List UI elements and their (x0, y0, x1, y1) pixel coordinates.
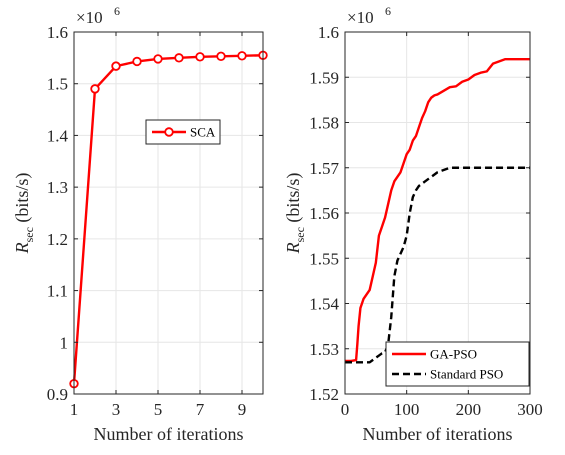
x-axis-label: Number of iterations (363, 424, 513, 444)
axis-multiplier: ×10 (76, 8, 103, 27)
axis-multiplier: ×10 (347, 8, 374, 27)
y-axis-label-unit: (bits/s) (283, 173, 304, 228)
y-tick-label: 1.6 (318, 23, 339, 42)
y-tick-label: 1.4 (47, 126, 69, 145)
data-point (174, 53, 184, 63)
y-tick-label: 1.54 (309, 295, 339, 314)
y-tick-label: 1.6 (47, 23, 68, 42)
axis-multiplier-exponent: 6 (114, 4, 120, 18)
y-tick-label: 1.3 (47, 178, 68, 197)
legend-label: Standard PSO (430, 367, 503, 382)
chart-panel-2: 0 100 200 300 1.52 1.53 1.54 1.55 1.56 1.57 1.58 1.… (283, 4, 543, 444)
y-axis-label-subscript: sec (293, 227, 307, 242)
data-point (237, 51, 247, 61)
axis-multiplier-exponent: 6 (385, 4, 391, 18)
y-tick-label: 1.57 (309, 159, 339, 178)
legend: SCA (145, 119, 221, 145)
y-tick-label: 1.59 (309, 68, 339, 87)
y-tick-label: 1 (60, 333, 69, 352)
y-axis-label-subscript: sec (22, 227, 36, 242)
y-tick-label: 0.9 (47, 385, 68, 404)
y-axis-label-symbol: R (283, 242, 303, 254)
series-line-ga-pso (345, 57, 530, 363)
data-point (153, 54, 163, 64)
x-tick-label: 0 (341, 400, 350, 419)
plot-area (74, 32, 263, 394)
x-tick-label: 200 (456, 400, 482, 419)
y-tick-label: 1.55 (309, 249, 339, 268)
data-point (195, 52, 205, 62)
y-tick-label: 1.5 (47, 75, 68, 94)
series-line-sca (72, 54, 264, 384)
series-line-standard-pso (345, 166, 530, 364)
y-tick-label: 1.53 (309, 340, 339, 359)
legend-label: SCA (190, 125, 216, 140)
y-tick-label: 1.2 (47, 230, 68, 249)
y-tick-label: 1.58 (309, 114, 339, 133)
x-tick-label: 5 (154, 400, 163, 419)
x-tick-label: 1 (70, 400, 79, 419)
y-axis-label-unit: (bits/s) (12, 173, 33, 228)
data-point (111, 61, 121, 71)
x-tick-label: 7 (196, 400, 205, 419)
x-tick-label: 9 (238, 400, 247, 419)
x-tick-label: 300 (517, 400, 543, 419)
axes-box (73, 31, 264, 395)
y-tick-label: 1.1 (47, 282, 68, 301)
y-axis-label: Rsec (bits/s) (283, 173, 307, 255)
y-tick-label: 1.56 (309, 204, 339, 223)
x-tick-label: 100 (394, 400, 420, 419)
y-tick-label: 1.52 (309, 385, 339, 404)
data-point (90, 84, 100, 94)
y-axis-label-symbol: R (12, 242, 32, 254)
legend-box (385, 341, 530, 387)
legend-marker (164, 127, 174, 137)
x-axis-label: Number of iterations (94, 424, 244, 444)
data-point (132, 56, 142, 67)
x-tick-label: 3 (112, 400, 121, 419)
legend: GA-PSO Standard PSO (385, 341, 530, 387)
data-point (216, 51, 226, 62)
legend-label: GA-PSO (430, 347, 477, 362)
y-axis-label: Rsec (bits/s) (12, 173, 36, 255)
